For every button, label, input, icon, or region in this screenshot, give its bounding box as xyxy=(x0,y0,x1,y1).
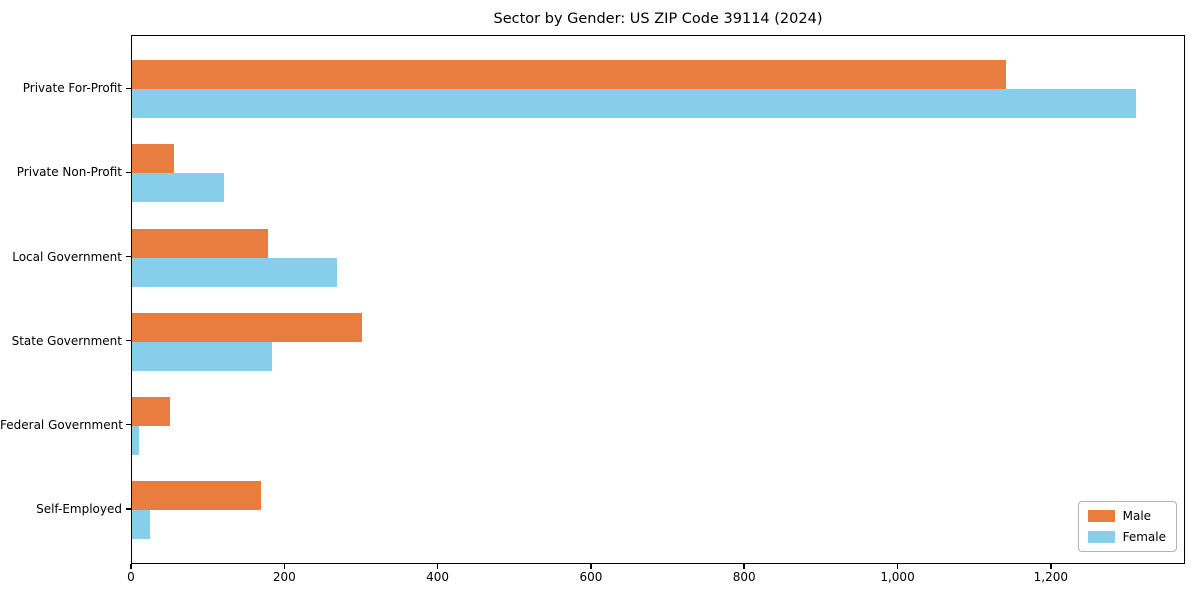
y-tick-label-private-non-profit: Private Non-Profit xyxy=(16,165,122,180)
female-series-swatch xyxy=(1087,531,1115,543)
y-tick-mark-private-for-profit xyxy=(126,87,131,90)
legend-item-female: Female xyxy=(1087,530,1166,544)
x-tick-label-1,200: 1,200 xyxy=(1033,570,1069,584)
x-tick-label-800: 800 xyxy=(732,570,756,584)
y-tick-label-local-government: Local Government xyxy=(12,249,122,264)
x-tick-label-0: 0 xyxy=(127,570,135,584)
x-tick-mark-1,200 xyxy=(1050,564,1052,569)
y-tick-mark-self-employed xyxy=(126,508,131,510)
y-tick-mark-private-non-profit xyxy=(126,171,131,174)
bar-male-local-government xyxy=(132,228,269,258)
bar-male-state-government xyxy=(132,312,362,342)
bar-male-federal-government xyxy=(132,396,171,426)
y-tick-label-private-for-profit: Private For-Profit xyxy=(22,81,122,96)
legend-label-male: Male xyxy=(1122,509,1152,523)
y-tick-mark-state-government xyxy=(126,339,131,342)
y-tick-label-federal-government: Federal Government xyxy=(0,417,123,432)
legend-item-male: Male xyxy=(1087,509,1166,523)
bar-female-private-non-profit xyxy=(132,173,224,203)
bar-female-self-employed xyxy=(132,509,151,539)
bar-male-self-employed xyxy=(132,480,261,510)
bar-female-private-for-profit xyxy=(132,89,1137,119)
x-tick-label-200: 200 xyxy=(272,570,296,584)
chart-title: Sector by Gender: US ZIP Code 39114 (202… xyxy=(493,11,823,27)
y-tick-label-state-government: State Government xyxy=(11,333,122,348)
x-tick-mark-800 xyxy=(743,564,746,569)
y-tick-label-self-employed: Self-Employed xyxy=(36,501,122,516)
bar-male-private-non-profit xyxy=(132,144,175,174)
x-tick-label-1,000: 1,000 xyxy=(880,570,915,584)
plot-area: Male Female xyxy=(131,35,1185,564)
x-tick-mark-0 xyxy=(130,564,132,569)
x-tick-mark-1,000 xyxy=(896,564,899,569)
legend-label-female: Female xyxy=(1122,530,1166,544)
x-tick-mark-600 xyxy=(590,564,592,569)
y-tick-mark-federal-government xyxy=(126,423,131,426)
x-tick-mark-200 xyxy=(283,564,286,569)
male-series-swatch xyxy=(1087,510,1115,522)
bar-female-local-government xyxy=(132,257,337,287)
bar-male-private-for-profit xyxy=(132,60,1006,90)
x-tick-label-600: 600 xyxy=(579,570,603,584)
y-tick-mark-local-government xyxy=(126,255,131,258)
bar-female-state-government xyxy=(132,341,273,371)
bar-female-federal-government xyxy=(132,425,139,455)
legend: Male Female xyxy=(1077,501,1177,552)
x-tick-label-400: 400 xyxy=(426,570,450,584)
x-tick-mark-400 xyxy=(436,564,439,569)
